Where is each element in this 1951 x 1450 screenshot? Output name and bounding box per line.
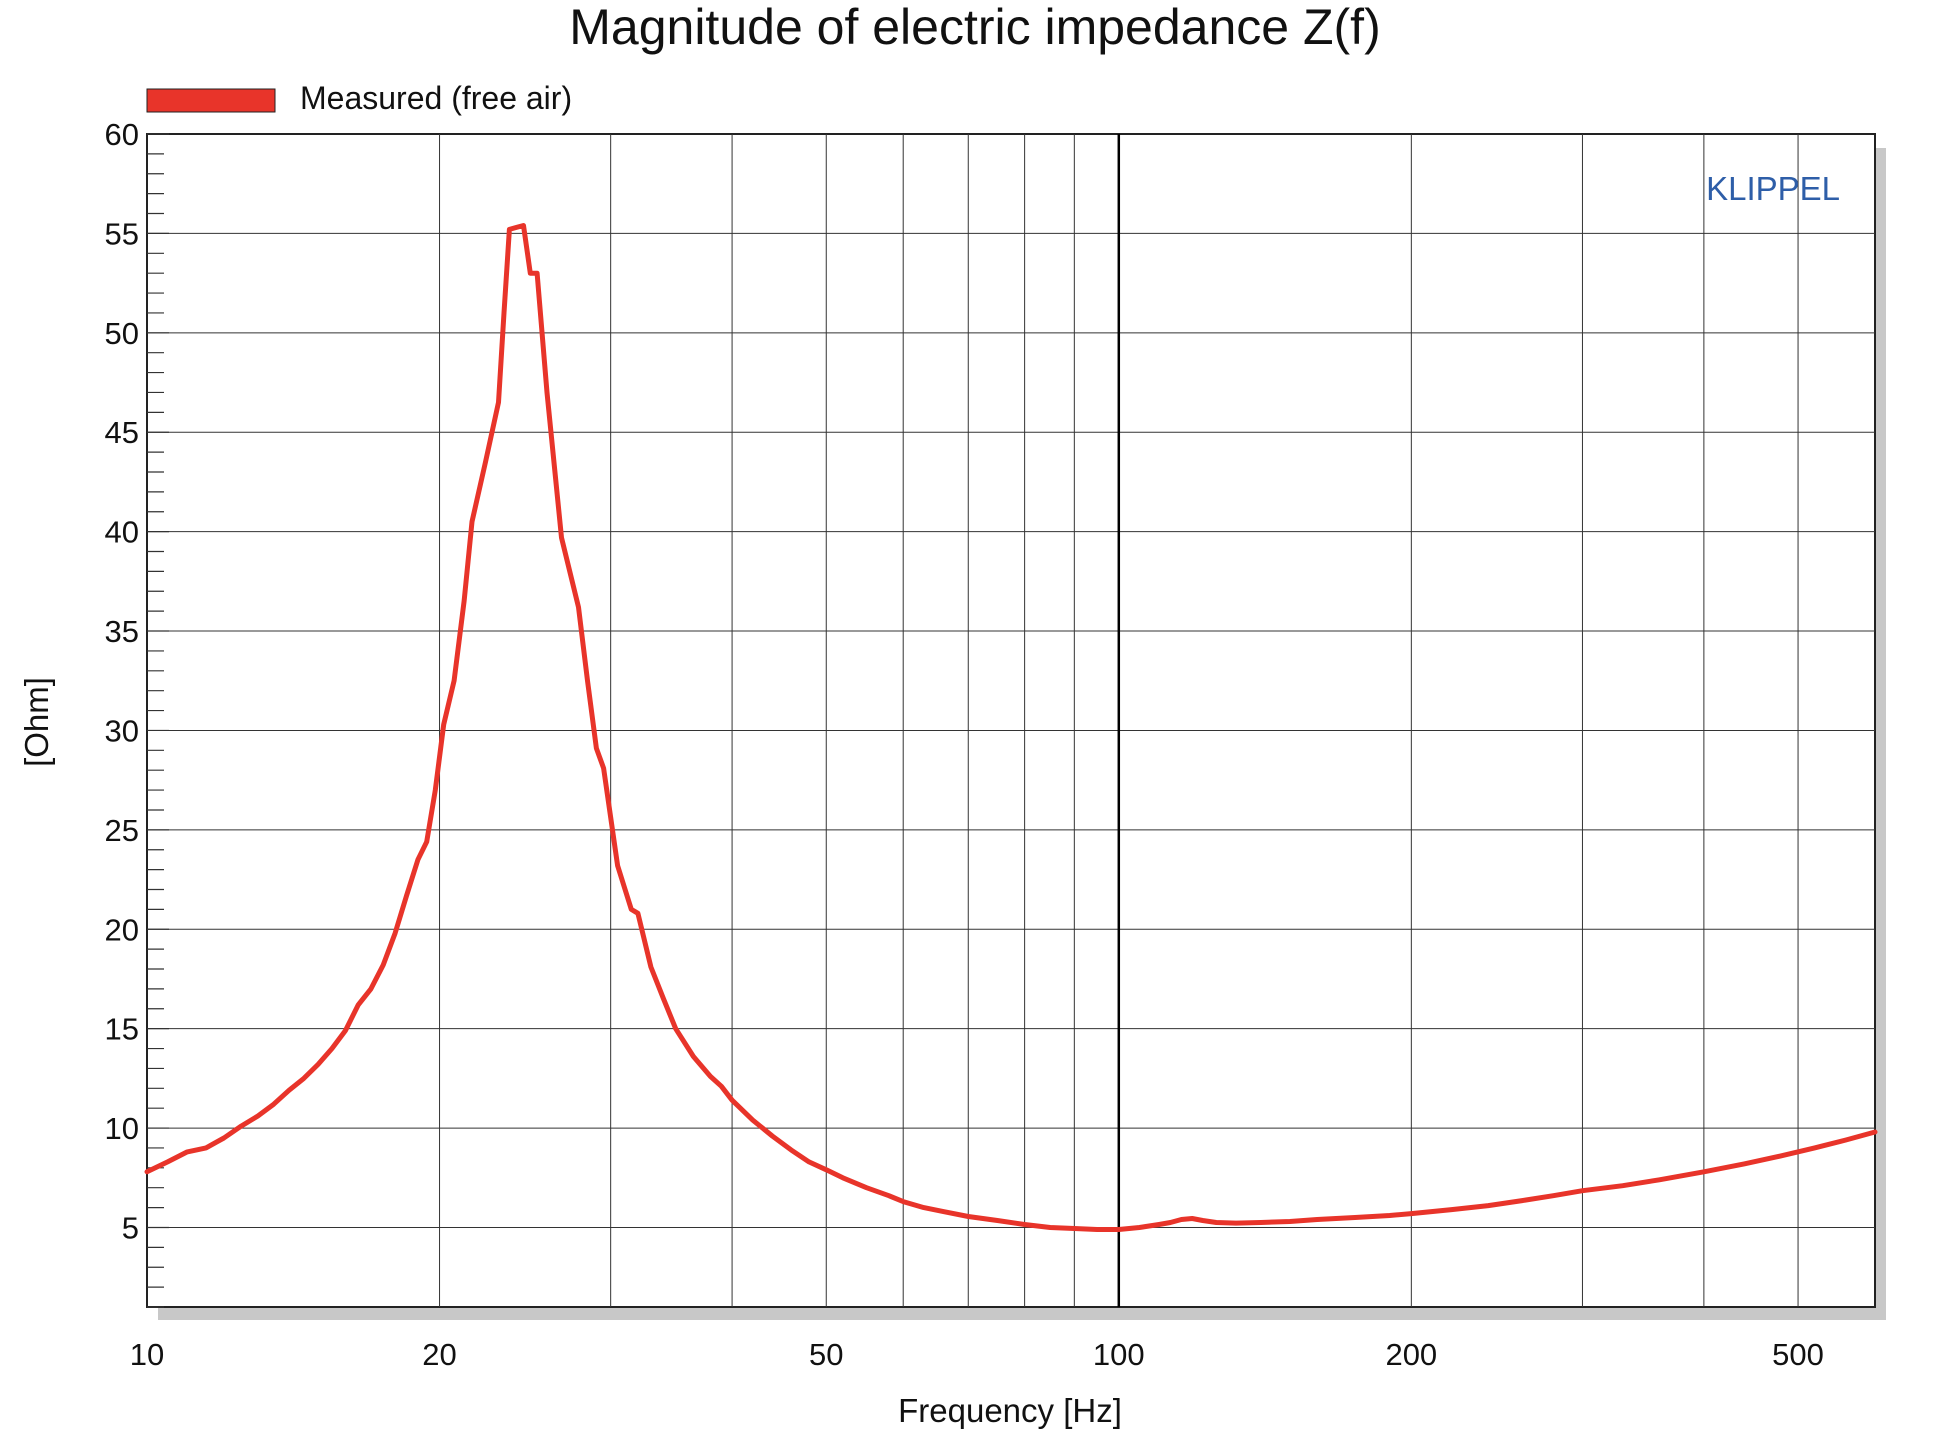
y-tick-label: 50 — [105, 316, 139, 351]
plot-area — [146, 133, 1876, 1308]
chart-title: Magnitude of electric impedance Z(f) — [569, 0, 1380, 55]
y-tick-label: 40 — [105, 515, 139, 550]
series-line-measured-free-air — [144, 223, 1878, 1232]
x-tick-label: 500 — [1772, 1337, 1824, 1372]
y-axis-label: [Ohm] — [18, 677, 55, 767]
y-tick-label: 45 — [105, 415, 139, 450]
klippel-watermark: KLIPPEL — [1706, 170, 1840, 207]
y-tick-label: 20 — [105, 912, 139, 947]
y-tick-label: 35 — [105, 614, 139, 649]
grid — [147, 134, 1875, 1307]
y-axis-ticks: 5 10 15 20 25 30 35 40 45 50 55 60 — [105, 117, 169, 1308]
y-tick-label: 15 — [105, 1012, 139, 1047]
legend-swatch — [146, 88, 276, 113]
y-tick-label: 5 — [122, 1210, 139, 1245]
x-tick-label: 50 — [809, 1337, 843, 1372]
legend: Measured (free air) — [146, 80, 572, 116]
x-axis-label: Frequency [Hz] — [898, 1392, 1122, 1429]
y-tick-label: 60 — [105, 117, 139, 152]
legend-label: Measured (free air) — [300, 80, 572, 116]
x-tick-label: 100 — [1093, 1337, 1145, 1372]
y-tick-label: 55 — [105, 216, 139, 251]
x-axis-ticks: 10 20 50 100 200 500 — [130, 1337, 1824, 1372]
x-tick-label: 200 — [1385, 1337, 1437, 1372]
y-tick-label: 25 — [105, 813, 139, 848]
y-tick-label: 30 — [105, 713, 139, 748]
x-tick-label: 10 — [130, 1337, 164, 1372]
x-tick-label: 20 — [422, 1337, 456, 1372]
y-tick-label: 10 — [105, 1111, 139, 1146]
